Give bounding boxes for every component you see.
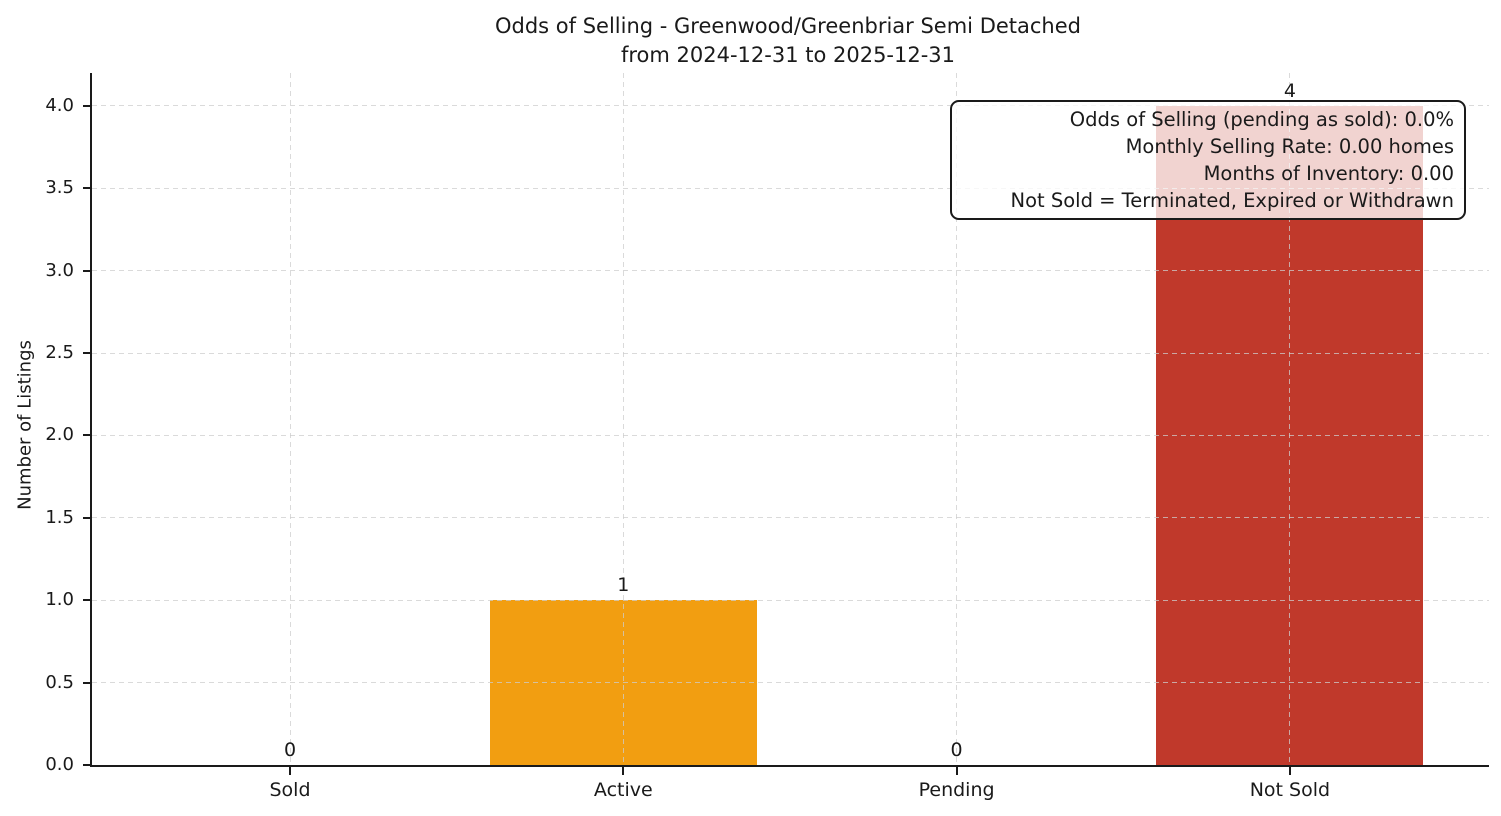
ytick-label-1.0: 1.0 <box>45 589 74 611</box>
ytick-label-0.0: 0.0 <box>45 754 74 775</box>
gridline-x-pending <box>956 73 958 765</box>
bar-value-label-sold: 0 <box>283 739 297 761</box>
xtick-mark-sold <box>289 767 291 775</box>
gridline-y-3.5 <box>92 187 1489 189</box>
ytick-label-3.5: 3.5 <box>45 177 74 199</box>
chart-title: Odds of Selling - Greenwood/Greenbriar S… <box>495 12 1081 70</box>
ytick-mark-1.5 <box>83 516 90 519</box>
plot-area: 0.0 0.5 1.0 1.5 2.0 2.5 3.0 3.5 4.0 0 Sold 1 Active 0… <box>45 73 1489 801</box>
gridline-y-4.0 <box>92 105 1489 107</box>
chart-title-line1: Odds of Selling - Greenwood/Greenbriar S… <box>494 14 1082 38</box>
xtick-label-pending: Pending <box>918 779 995 801</box>
gridline-x-sold <box>289 73 291 765</box>
ytick-label-1.5: 1.5 <box>45 506 74 528</box>
ytick-label-2.5: 2.5 <box>45 342 74 364</box>
annotation-line-odds: Odds of Selling (pending as sold): 0.0% <box>1069 108 1454 131</box>
xtick-mark-not-sold <box>1288 767 1291 775</box>
annotation-box: Odds of Selling (pending as sold): 0.0% … <box>950 100 1466 220</box>
gridline-y-3.0 <box>92 270 1489 272</box>
ytick-mark-0.5 <box>83 681 90 684</box>
gridline-y-2.0 <box>92 434 1489 436</box>
gridline-x-not-sold <box>1289 73 1291 765</box>
bar-value-label-active: 1 <box>617 574 630 597</box>
ytick-mark-3.5 <box>83 187 90 190</box>
ytick-mark-2.0 <box>83 434 90 437</box>
xtick-label-sold: Sold <box>269 779 311 801</box>
gridline-y-0.5 <box>92 682 1489 684</box>
ytick-label-2.0: 2.0 <box>45 424 74 446</box>
gridline-y-1.5 <box>92 517 1489 519</box>
annotation-line-selling-rate: Monthly Selling Rate: 0.00 homes <box>1125 135 1454 158</box>
bar-value-label-pending: 0 <box>950 739 963 761</box>
xtick-mark-active <box>622 767 625 775</box>
xtick-label-not-sold: Not Sold <box>1249 779 1331 801</box>
ytick-label-3.0: 3.0 <box>45 259 74 281</box>
gridline-y-1.0 <box>92 599 1489 601</box>
xtick-label-active: Active <box>593 779 653 801</box>
ytick-label-4.0: 4.0 <box>45 94 74 116</box>
xtick-mark-pending <box>955 767 958 775</box>
ytick-mark-1.0 <box>83 599 90 602</box>
y-axis-label: Number of Listings <box>14 340 36 510</box>
ytick-mark-3.0 <box>83 269 90 272</box>
chart-title-line2: from 2024-12-31 to 2025-12-31 <box>620 43 956 67</box>
gridline-y-2.5 <box>92 352 1489 354</box>
annotation-line-inventory: Months of Inventory: 0.00 <box>1203 162 1454 185</box>
ytick-mark-0.0 <box>83 764 90 766</box>
gridline-x-active <box>622 73 624 765</box>
annotation-line-not-sold-note: Not Sold = Terminated, Expired or Withdr… <box>1010 189 1454 212</box>
bar-value-label-not-sold: 4 <box>1283 79 1296 102</box>
ytick-label-0.5: 0.5 <box>45 671 74 693</box>
ytick-mark-4.0 <box>83 104 90 107</box>
ytick-mark-2.5 <box>83 352 90 355</box>
